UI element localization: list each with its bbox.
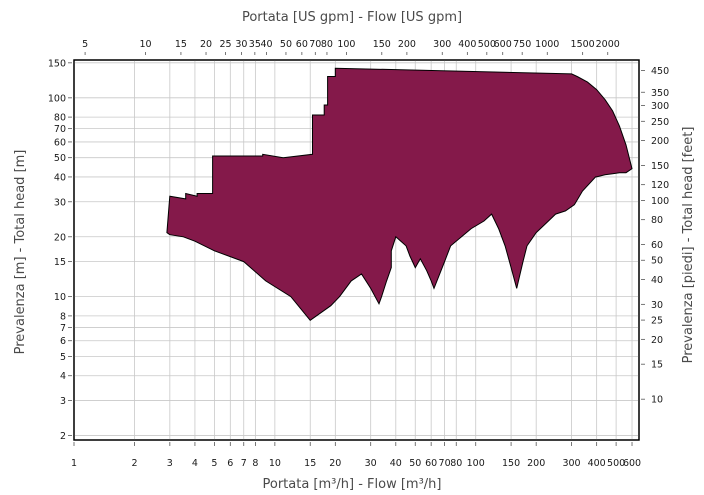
y-tick-label: 5 <box>60 352 66 363</box>
x-tick-label: 6 <box>227 458 233 469</box>
top-tick-label: 150 <box>373 39 391 50</box>
top-tick-label: 2000 <box>596 39 620 50</box>
bottom-axis-title: Portata [m³/h] - Flow [m³/h] <box>263 477 442 492</box>
y-tick-label: 2 <box>60 431 66 442</box>
x-tick-label: 3 <box>167 458 173 469</box>
right-tick-label: 15 <box>651 360 663 371</box>
x-tick-label: 600 <box>623 458 641 469</box>
x-tick-label: 500 <box>607 458 625 469</box>
x-tick-label: 80 <box>450 458 462 469</box>
x-tick-label: 2 <box>131 458 137 469</box>
top-tick-label: 200 <box>398 39 416 50</box>
left-axis-title: Prevalenza [m] - Total head [m] <box>13 150 28 355</box>
x-tick-label: 200 <box>527 458 545 469</box>
top-tick-label: 35 <box>249 39 261 50</box>
x-tick-label: 300 <box>562 458 580 469</box>
x-tick-label: 20 <box>329 458 341 469</box>
plot-frame <box>73 59 640 441</box>
top-tick-label: 1500 <box>571 39 595 50</box>
right-tick-label: 20 <box>651 335 663 346</box>
x-tick-label: 400 <box>588 458 606 469</box>
y-tick-label: 8 <box>60 311 66 322</box>
right-tick-label: 80 <box>651 215 663 226</box>
x-tick-label: 40 <box>390 458 402 469</box>
y-tick-label: 70 <box>54 124 66 135</box>
y-tick-label: 4 <box>60 371 66 382</box>
y-tick-label: 80 <box>54 113 66 124</box>
y-tick-label: 3 <box>60 396 66 407</box>
top-tick-label: 25 <box>219 39 231 50</box>
x-tick-label: 30 <box>365 458 377 469</box>
operating-envelope-area <box>166 67 633 321</box>
right-tick-label: 40 <box>651 275 663 286</box>
x-tick-label: 150 <box>502 458 520 469</box>
x-tick-label: 70 <box>439 458 451 469</box>
right-tick-label: 300 <box>651 101 669 112</box>
y-tick-label: 30 <box>54 197 66 208</box>
top-axis-title: Portata [US gpm] - Flow [US gpm] <box>242 10 462 25</box>
top-tick-label: 300 <box>433 39 451 50</box>
top-tick-label: 600 <box>494 39 512 50</box>
x-tick-label: 50 <box>409 458 421 469</box>
y-tick-label: 150 <box>48 58 66 69</box>
right-tick-label: 10 <box>651 395 663 406</box>
right-tick-label: 350 <box>651 88 669 99</box>
top-tick-label: 80 <box>321 39 333 50</box>
top-tick-label: 1000 <box>535 39 559 50</box>
right-tick-label: 60 <box>651 240 663 251</box>
y-tick-label: 60 <box>54 137 66 148</box>
top-tick-label: 30 <box>235 39 247 50</box>
right-tick-label: 100 <box>651 196 669 207</box>
top-tick-label: 40 <box>260 39 272 50</box>
top-tick-label: 500 <box>478 39 496 50</box>
x-tick-label: 4 <box>192 458 198 469</box>
y-tick-label: 15 <box>54 257 66 268</box>
x-tick-label: 15 <box>304 458 316 469</box>
right-tick-label: 50 <box>651 256 663 267</box>
y-tick-label: 100 <box>48 93 66 104</box>
top-tick-label: 750 <box>513 39 531 50</box>
x-tick-label: 1 <box>71 458 77 469</box>
top-tick-label: 400 <box>458 39 476 50</box>
top-tick-label: 60 <box>296 39 308 50</box>
right-tick-label: 150 <box>651 161 669 172</box>
right-tick-label: 200 <box>651 136 669 147</box>
x-tick-label: 100 <box>467 458 485 469</box>
top-tick-label: 100 <box>337 39 355 50</box>
y-tick-label: 6 <box>60 336 66 347</box>
y-tick-label: 10 <box>54 292 66 303</box>
top-tick-label: 20 <box>200 39 212 50</box>
top-tick-label: 70 <box>309 39 321 50</box>
right-axis-title: Prevalenza [piedi] - Total head [feet] <box>681 127 696 364</box>
x-tick-label: 8 <box>252 458 258 469</box>
top-tick-label: 50 <box>280 39 292 50</box>
x-tick-label: 7 <box>241 458 247 469</box>
x-tick-label: 10 <box>269 458 281 469</box>
y-tick-label: 7 <box>60 323 66 334</box>
top-tick-label: 15 <box>175 39 187 50</box>
right-tick-label: 450 <box>651 66 669 77</box>
y-tick-label: 50 <box>54 153 66 164</box>
y-tick-label: 20 <box>54 232 66 243</box>
axis-ticks: 1 2 3 4 5 6 7 8 10 15 20 30 40 50 60 70 80 100 150 200 300 40… <box>48 39 669 469</box>
right-tick-label: 250 <box>651 117 669 128</box>
right-tick-label: 25 <box>651 316 663 327</box>
top-tick-label: 10 <box>140 39 152 50</box>
right-tick-label: 30 <box>651 300 663 311</box>
top-tick-label: 5 <box>82 39 88 50</box>
y-tick-label: 40 <box>54 172 66 183</box>
x-tick-label: 5 <box>211 458 217 469</box>
x-tick-label: 60 <box>425 458 437 469</box>
right-tick-label: 120 <box>651 180 669 191</box>
